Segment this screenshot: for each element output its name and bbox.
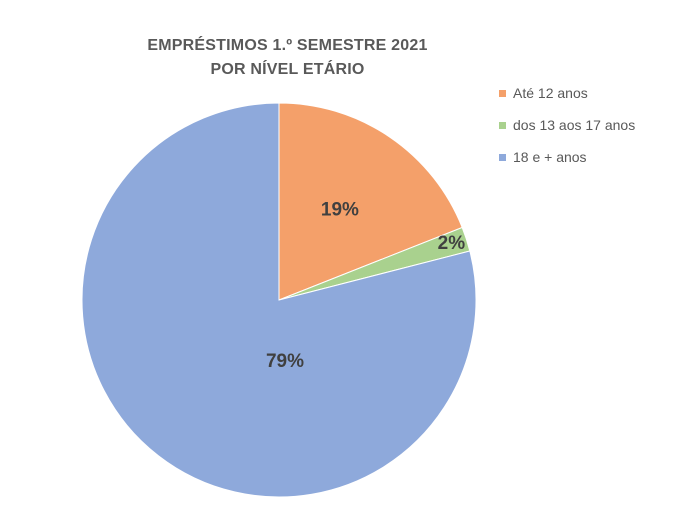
pie-slice-ate-12 bbox=[278, 102, 463, 301]
legend: Até 12 anos dos 13 aos 17 anos 18 e + an… bbox=[498, 84, 635, 180]
legend-swatch-13-17 bbox=[498, 120, 507, 130]
legend-label-18-plus: 18 e + anos bbox=[513, 149, 587, 165]
legend-swatch-ate-12 bbox=[498, 88, 507, 98]
chart-title-line-1: EMPRÉSTIMOS 1.º SEMESTRE 2021 bbox=[147, 37, 428, 54]
legend-item-13-17: dos 13 aos 17 anos bbox=[498, 116, 635, 134]
legend-item-18-plus: 18 e + anos bbox=[498, 148, 635, 166]
legend-label-13-17: dos 13 aos 17 anos bbox=[513, 117, 636, 133]
legend-item-ate-12: Até 12 anos bbox=[498, 84, 635, 102]
legend-swatch-18-plus bbox=[498, 152, 507, 162]
chart-title-line-2: POR NÍVEL ETÁRIO bbox=[210, 61, 365, 78]
pie-slice-18-plus bbox=[81, 102, 477, 498]
data-label-ate-12: 19% bbox=[321, 199, 359, 220]
legend-label-ate-12: Até 12 anos bbox=[513, 85, 588, 101]
data-label-13-17: 2% bbox=[438, 233, 466, 254]
data-label-18-plus: 79% bbox=[266, 351, 304, 372]
